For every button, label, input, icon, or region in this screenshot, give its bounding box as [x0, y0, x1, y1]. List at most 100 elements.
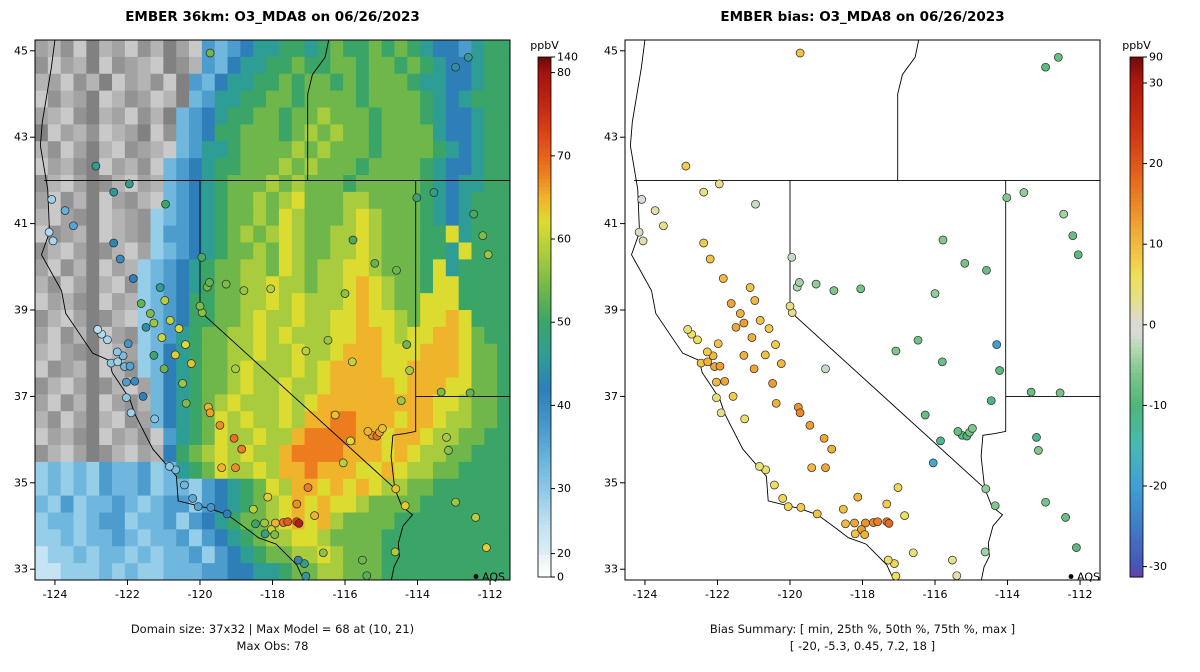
obs-site-point — [195, 301, 205, 311]
obs-site-point — [294, 519, 304, 528]
y-tick-label: 45 — [14, 44, 28, 57]
model-colorbar-frame — [537, 56, 552, 578]
border-or_id — [307, 39, 330, 181]
y-tick-label: 43 — [604, 131, 618, 144]
bias-site-point — [705, 254, 715, 264]
colorbar-tick-label: 60 — [557, 233, 571, 246]
x-tick-label: -112 — [1068, 588, 1093, 601]
bias-site-point — [882, 499, 892, 509]
bias-site-point — [771, 398, 781, 408]
border-coast — [629, 39, 895, 581]
obs-site-point — [483, 250, 493, 260]
obs-site-point — [251, 519, 260, 529]
bias-site-point — [735, 309, 745, 318]
bias-site-point — [760, 350, 770, 360]
obs-site-point — [358, 555, 367, 565]
obs-site-point — [193, 502, 203, 511]
obs-site-point — [170, 350, 180, 360]
bias-axes: -124 -122 -120 -118 -116 -114 -112 33 35 37 39 41 43… — [604, 44, 1093, 601]
obs-site-point — [436, 387, 446, 397]
x-tick-label: -124 — [42, 588, 67, 601]
bias-site-point — [726, 299, 736, 308]
bias-site-point — [1002, 193, 1012, 203]
obs-site-point — [451, 62, 460, 72]
obs-site-point — [125, 361, 135, 371]
colorbar-tick-label: -20 — [1149, 480, 1167, 493]
bias-site-point — [795, 278, 804, 287]
bias-site-point — [960, 258, 970, 268]
bias-site-point — [805, 420, 815, 430]
obs-site-point — [260, 529, 270, 539]
obs-site-point — [181, 340, 190, 349]
bias-site-point — [1072, 543, 1081, 552]
bias-site-point — [893, 483, 903, 492]
y-tick-label: 33 — [14, 563, 28, 576]
obs-site-point — [442, 433, 451, 442]
obs-site-point — [469, 209, 479, 219]
obs-site-point — [405, 366, 414, 375]
bias-site-point — [768, 379, 777, 388]
colorbar-tick-label: 20 — [1149, 157, 1163, 170]
bias-site-point — [650, 206, 660, 215]
bias-site-point — [838, 504, 848, 514]
obs-site-point — [266, 284, 276, 294]
bias-site-point — [731, 322, 741, 332]
obs-site-point — [463, 52, 473, 62]
bias-site-point — [884, 519, 894, 528]
bias-site-point — [812, 509, 822, 519]
colorbar-tick-label: 140 — [557, 51, 578, 64]
colorbar-tick-label: 20 — [557, 547, 571, 560]
bias-site-point — [739, 351, 749, 360]
obs-site-point — [47, 195, 57, 204]
colorbar-tick-label: 0 — [1149, 318, 1156, 331]
obs-site-point — [180, 480, 189, 490]
bias-site-point — [992, 340, 1002, 349]
obs-site-point — [362, 571, 372, 581]
x-tick-label: -112 — [478, 588, 503, 601]
bias-site-point — [715, 361, 725, 371]
obs-site-point — [149, 318, 159, 328]
obs-site-point — [178, 379, 187, 388]
y-tick-label: 39 — [604, 304, 618, 317]
obs-site-point — [482, 543, 491, 552]
obs-site-point — [396, 396, 406, 406]
bias-site-point — [1034, 446, 1043, 455]
bias-site-point — [1032, 433, 1041, 442]
obs-site-point — [451, 497, 460, 507]
colorbar-tick-label: 10 — [1149, 238, 1163, 251]
obs-site-point — [390, 547, 400, 557]
x-tick-label: -118 — [850, 588, 875, 601]
obs-site-point — [229, 433, 239, 443]
bias-site-point — [714, 179, 724, 189]
y-tick-label: 33 — [604, 563, 618, 576]
obs-site-point — [231, 463, 240, 473]
bias-site-point — [827, 444, 837, 454]
obs-site-point — [301, 571, 311, 581]
obs-site-point — [103, 335, 112, 345]
obs-site-point — [221, 279, 231, 289]
obs-site-point — [347, 357, 357, 367]
bias-colorbar: 90 30 20 10 0 -10 -20 -30 — [1129, 51, 1167, 578]
obs-site-point — [392, 265, 401, 275]
obs-site-point — [206, 503, 216, 512]
right-aqs-legend-dot — [1068, 574, 1074, 579]
obs-site-point — [400, 501, 410, 511]
bias-site-point — [745, 283, 755, 292]
obs-site-point — [174, 324, 184, 333]
bias-site-point — [981, 484, 991, 494]
obs-site-point — [48, 236, 58, 246]
obs-site-point — [318, 548, 328, 558]
obs-site-point — [478, 231, 488, 241]
colorbar-tick-label: 90 — [1149, 51, 1163, 64]
obs-site-point — [150, 414, 160, 424]
bias-site-point — [778, 494, 788, 503]
bias-site-point — [1061, 513, 1070, 522]
colorbar-tick-label: -30 — [1149, 560, 1167, 573]
obs-site-point — [160, 296, 170, 305]
bias-site-point — [787, 252, 797, 262]
y-tick-label: 35 — [604, 476, 618, 489]
bias-site-point — [750, 296, 760, 305]
bias-site-point — [913, 335, 923, 345]
obs-site-point — [181, 398, 191, 408]
bias-site-point — [771, 340, 780, 349]
